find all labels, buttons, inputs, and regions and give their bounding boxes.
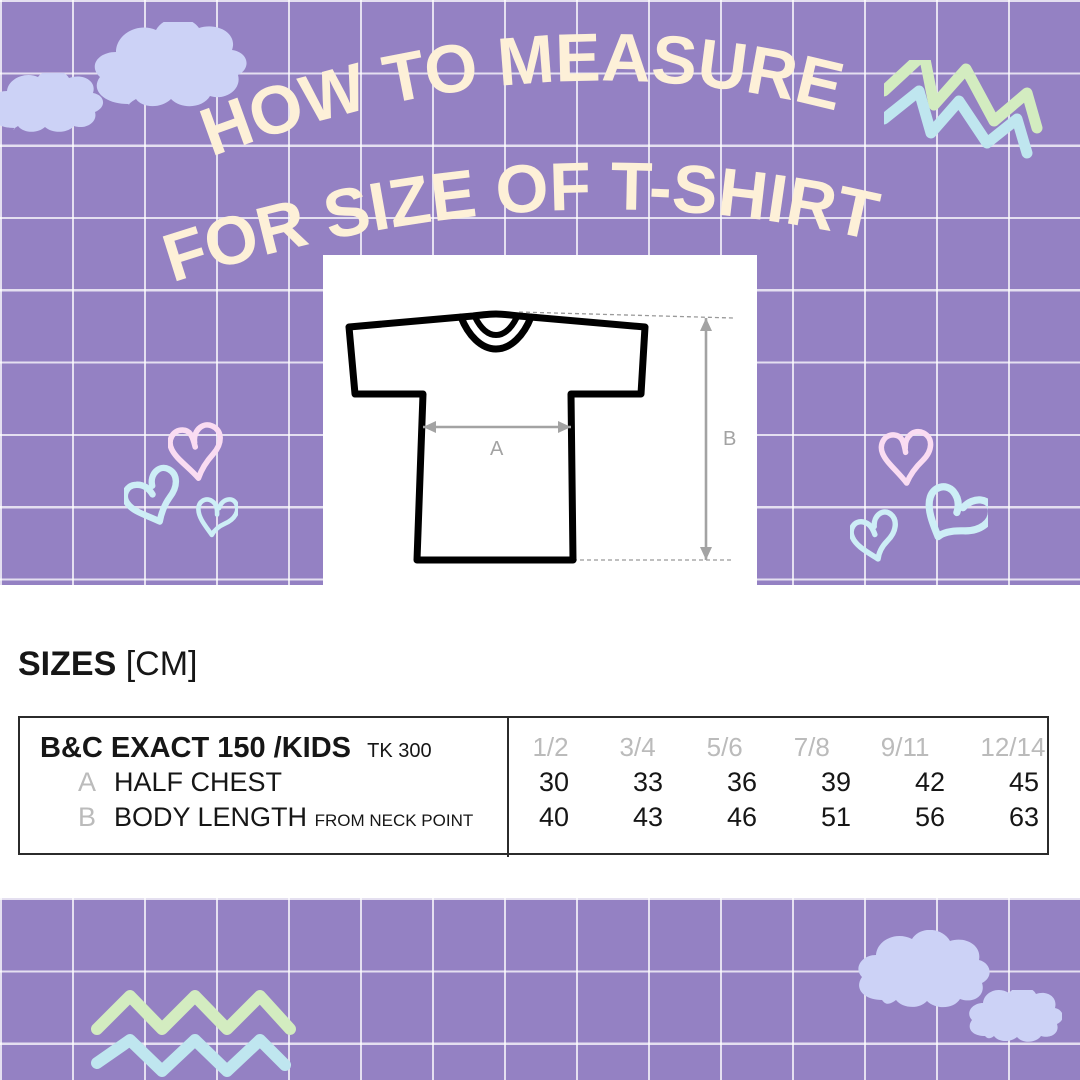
svg-text:HOW TO MEASURE: HOW TO MEASURE xyxy=(191,19,851,170)
svg-text:B: B xyxy=(723,428,736,450)
svg-text:A: A xyxy=(490,438,504,460)
